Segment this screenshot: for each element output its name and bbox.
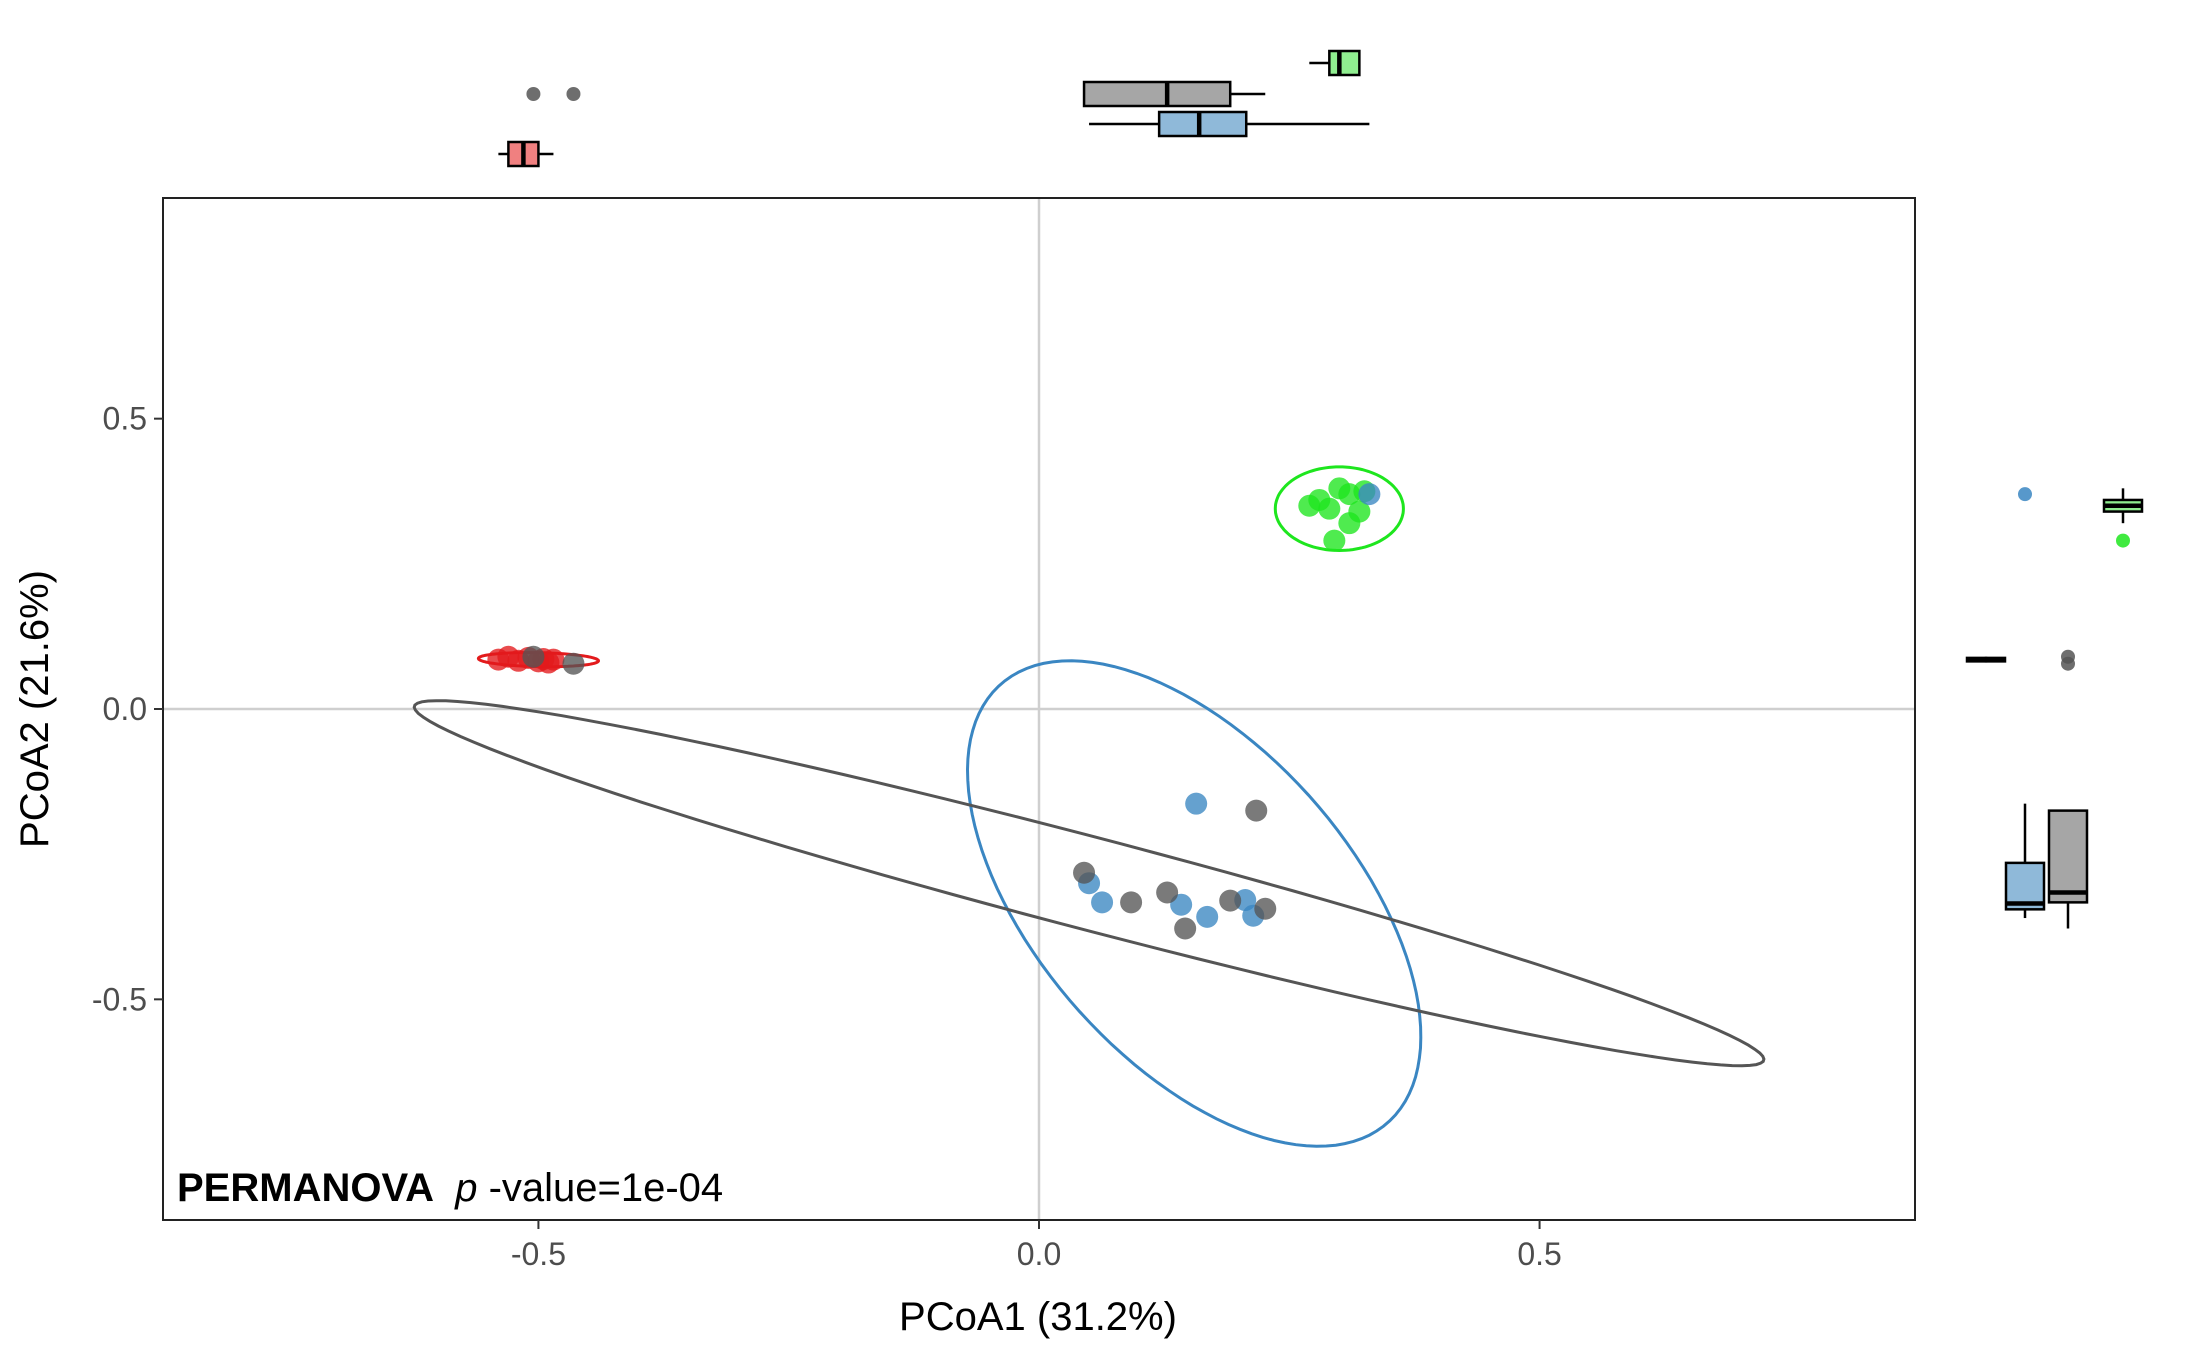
data-point-red (542, 648, 565, 671)
data-point-blue (1196, 905, 1219, 928)
right-box-gray (2047, 809, 2089, 904)
confidence-ellipse-gray (412, 699, 1766, 1068)
top-outlier-gray (526, 87, 541, 101)
data-point-gray (1073, 861, 1096, 884)
permanova-annotation: PERMANOVA p -value=1e-04 (177, 1166, 723, 1210)
data-point-green (1338, 512, 1361, 535)
data-point-blue (1358, 483, 1381, 506)
y-tick-label: 0.0 (103, 691, 147, 727)
point-layer (487, 477, 1381, 940)
grid-layer (163, 198, 1915, 1220)
y-tick-label: -0.5 (92, 981, 147, 1017)
data-point-green (1318, 497, 1341, 520)
data-point-gray (1245, 799, 1268, 822)
right-marginal-boxplots (1965, 487, 2144, 929)
data-point-gray (1174, 917, 1197, 940)
axis-layer: -0.5 0.0 0.5 0.5 0.0 -0.5 (92, 401, 1562, 1272)
data-point-gray (562, 652, 585, 675)
confidence-ellipse-blue (965, 659, 1423, 1148)
x-tick-label: 0.5 (1517, 1236, 1561, 1272)
x-tick-label: -0.5 (511, 1236, 566, 1272)
data-point-gray (1254, 897, 1277, 920)
top-marginal-boxplots (498, 49, 1370, 168)
data-point-blue (1185, 792, 1208, 815)
permanova-label: PERMANOVA (177, 1166, 434, 1210)
x-tick-label: 0.0 (1017, 1236, 1061, 1272)
data-point-gray (1156, 881, 1179, 904)
p-symbol: p (454, 1166, 477, 1210)
data-point-gray (1219, 889, 1242, 912)
right-outlier-gray (2061, 656, 2075, 671)
data-point-gray (1120, 891, 1143, 914)
x-axis-title: PCoA1 (31.2%) (899, 1295, 1177, 1339)
data-point-blue (1091, 891, 1114, 914)
confidence-ellipse-green (1273, 465, 1405, 553)
data-point-gray (522, 645, 545, 668)
right-outlier-blue (2018, 487, 2032, 502)
right-outlier-green (2116, 533, 2130, 548)
y-axis-title: PCoA2 (21.6%) (13, 570, 57, 848)
top-outlier-gray (566, 87, 581, 101)
y-tick-label: 0.5 (103, 401, 147, 437)
top-box-gray (1082, 80, 1232, 108)
top-box-green (1328, 49, 1361, 77)
top-box-blue (1157, 110, 1248, 138)
p-value-text: -value=1e-04 (489, 1166, 724, 1210)
data-point-green (1323, 529, 1346, 552)
